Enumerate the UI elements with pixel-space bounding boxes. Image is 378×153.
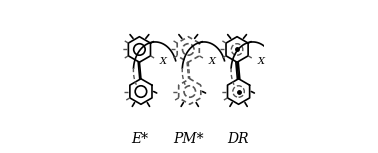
- Text: DR: DR: [227, 132, 249, 146]
- Text: X: X: [160, 57, 167, 66]
- Text: PM*: PM*: [174, 132, 204, 146]
- Text: X: X: [209, 57, 216, 66]
- Text: E*: E*: [132, 132, 149, 146]
- Text: X: X: [257, 57, 265, 66]
